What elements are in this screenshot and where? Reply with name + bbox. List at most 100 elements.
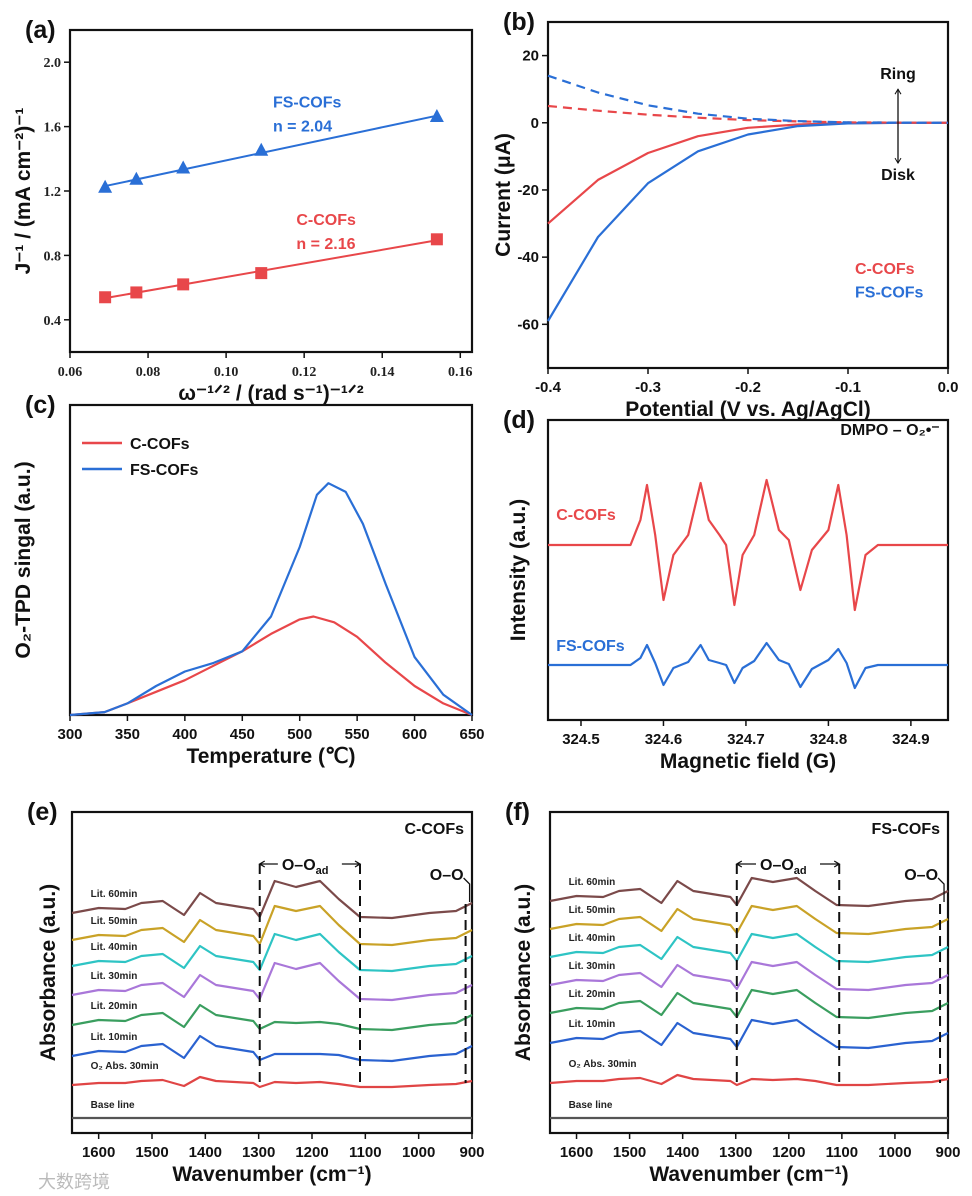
series-line: [549, 988, 949, 1020]
peak-label: O–O: [430, 867, 464, 884]
panel-title: C-COFs: [404, 821, 464, 838]
panel-label: (e): [27, 798, 58, 826]
plot-frame: [548, 810, 950, 1135]
series-line: [549, 960, 949, 992]
region-label-main: O–O: [282, 857, 316, 874]
y-axis-title: Absorbance (a.u.): [37, 884, 60, 1061]
annotation: C-COFs: [296, 212, 356, 229]
peak-leader: [937, 877, 945, 902]
watermark: 大数跨境: [38, 1172, 110, 1192]
x-tick-label: 0.16: [448, 365, 473, 380]
x-tick-label: -0.2: [735, 379, 761, 396]
panel-label: (b): [503, 8, 535, 36]
data-point: [255, 267, 268, 280]
y-tick-label: 2.0: [44, 56, 62, 71]
annotation: DMPO – O₂•⁻: [840, 422, 939, 439]
region-label: O–Oad: [760, 857, 807, 877]
series-line: [548, 641, 948, 690]
x-tick-label: 1500: [613, 1144, 646, 1161]
peak-label: O–O: [904, 867, 938, 884]
series-line: [104, 114, 438, 188]
series-label: Lit. 10min: [91, 1032, 138, 1043]
annotation: FS-COFs: [855, 284, 924, 301]
series-label: Lit. 10min: [569, 1019, 616, 1030]
annotation: C-COFs: [556, 507, 616, 524]
y-axis-title: Absorbance (a.u.): [512, 884, 535, 1061]
y-tick-label: 0.4: [44, 314, 62, 329]
data-point: [176, 160, 191, 174]
x-tick-label: 1600: [560, 1144, 593, 1161]
y-tick-label: 20: [522, 48, 539, 65]
series-label: Base line: [569, 1100, 613, 1111]
x-tick-label: -0.1: [835, 379, 861, 396]
x-tick-label: 1500: [135, 1144, 168, 1161]
series-label: Lit. 30min: [569, 961, 616, 972]
region-label-sub: ad: [316, 865, 329, 877]
y-axis-title: J⁻¹ / (mA cm⁻²)⁻¹: [12, 108, 35, 275]
region-arrows: [735, 860, 841, 868]
y-axis-title: Intensity (a.u.): [507, 499, 530, 641]
series-label: Lit. 40min: [569, 933, 616, 944]
x-tick-label: 0.0: [938, 379, 959, 396]
x-axis-title: ω⁻¹ᐟ² / (rad s⁻¹)⁻¹ᐟ²: [178, 382, 363, 405]
x-tick-label: 1400: [666, 1144, 699, 1161]
region-arrows: [258, 860, 362, 868]
arrow-heads: [894, 88, 902, 165]
x-tick-label: 1200: [295, 1144, 328, 1161]
plot-frame: [546, 418, 950, 722]
y-tick-label: 1.6: [44, 121, 62, 136]
panel-label: (c): [25, 391, 56, 419]
panel-e: (e) 1600 1500 1400 1300 1200 1100 1000 900 Wavenu…: [27, 798, 485, 1186]
x-tick-label: 650: [459, 726, 484, 743]
panel-b: (b) -0.4 -0.3 -0.2 -0.1 0.0 20 0 -20 -40 -60 Potent…: [492, 8, 958, 421]
x-tick-label: 1000: [878, 1144, 911, 1161]
data-point: [98, 179, 113, 193]
y-tick-label: -60: [517, 316, 539, 333]
annotation: n = 2.04: [273, 118, 332, 135]
series-line: [71, 961, 473, 1002]
x-tick-label: 324.9: [892, 731, 930, 748]
x-tick-label: 300: [57, 726, 82, 743]
panel-label: (a): [25, 16, 56, 44]
series-label: Lit. 50min: [569, 905, 616, 916]
x-tick-label: 350: [115, 726, 140, 743]
x-axis-title: Potential (V vs. Ag/AgCl): [625, 398, 870, 421]
panel-title: FS-COFs: [872, 821, 941, 838]
series-line: [69, 482, 473, 717]
x-tick-label: 450: [230, 726, 255, 743]
legend-label: FS-COFs: [130, 462, 199, 479]
x-tick-label: 0.10: [214, 365, 239, 380]
x-tick-label: 324.6: [645, 731, 683, 748]
data-point: [429, 108, 444, 122]
x-tick-label: 900: [459, 1144, 484, 1161]
y-tick-label: -20: [517, 182, 539, 199]
x-tick-label: 1200: [772, 1144, 805, 1161]
y-axis-title: Current (μA): [492, 133, 515, 257]
x-tick-label: 900: [935, 1144, 960, 1161]
series-line: [547, 74, 949, 124]
series-label: Lit. 20min: [569, 989, 616, 1000]
panel-c: (c) 300 350 400 450 500 550 600 650 Temperature (…: [12, 391, 485, 768]
x-tick-label: 1000: [402, 1144, 435, 1161]
series-line: [549, 876, 949, 908]
region-label-main: O–O: [760, 857, 794, 874]
x-tick-label: -0.3: [635, 379, 661, 396]
x-tick-label: 0.08: [136, 365, 161, 380]
x-axis-title: Wavenumber (cm⁻¹): [649, 1163, 848, 1186]
series-line: [549, 932, 949, 964]
series-line: [71, 879, 473, 920]
x-tick-label: 324.5: [562, 731, 600, 748]
series-line: [548, 478, 948, 612]
panel-label: (d): [503, 406, 535, 434]
x-axis-title: Magnetic field (G): [660, 750, 836, 773]
series-label: Lit. 20min: [91, 1001, 138, 1012]
x-tick-label: 324.7: [727, 731, 765, 748]
x-tick-label: 0.14: [370, 365, 395, 380]
series-line: [549, 1018, 949, 1050]
data-point: [130, 286, 143, 299]
series-label: Lit. 50min: [91, 916, 138, 927]
series-label: Lit. 40min: [91, 942, 138, 953]
x-axis-title: Wavenumber (cm⁻¹): [172, 1163, 371, 1186]
data-point: [99, 291, 112, 304]
